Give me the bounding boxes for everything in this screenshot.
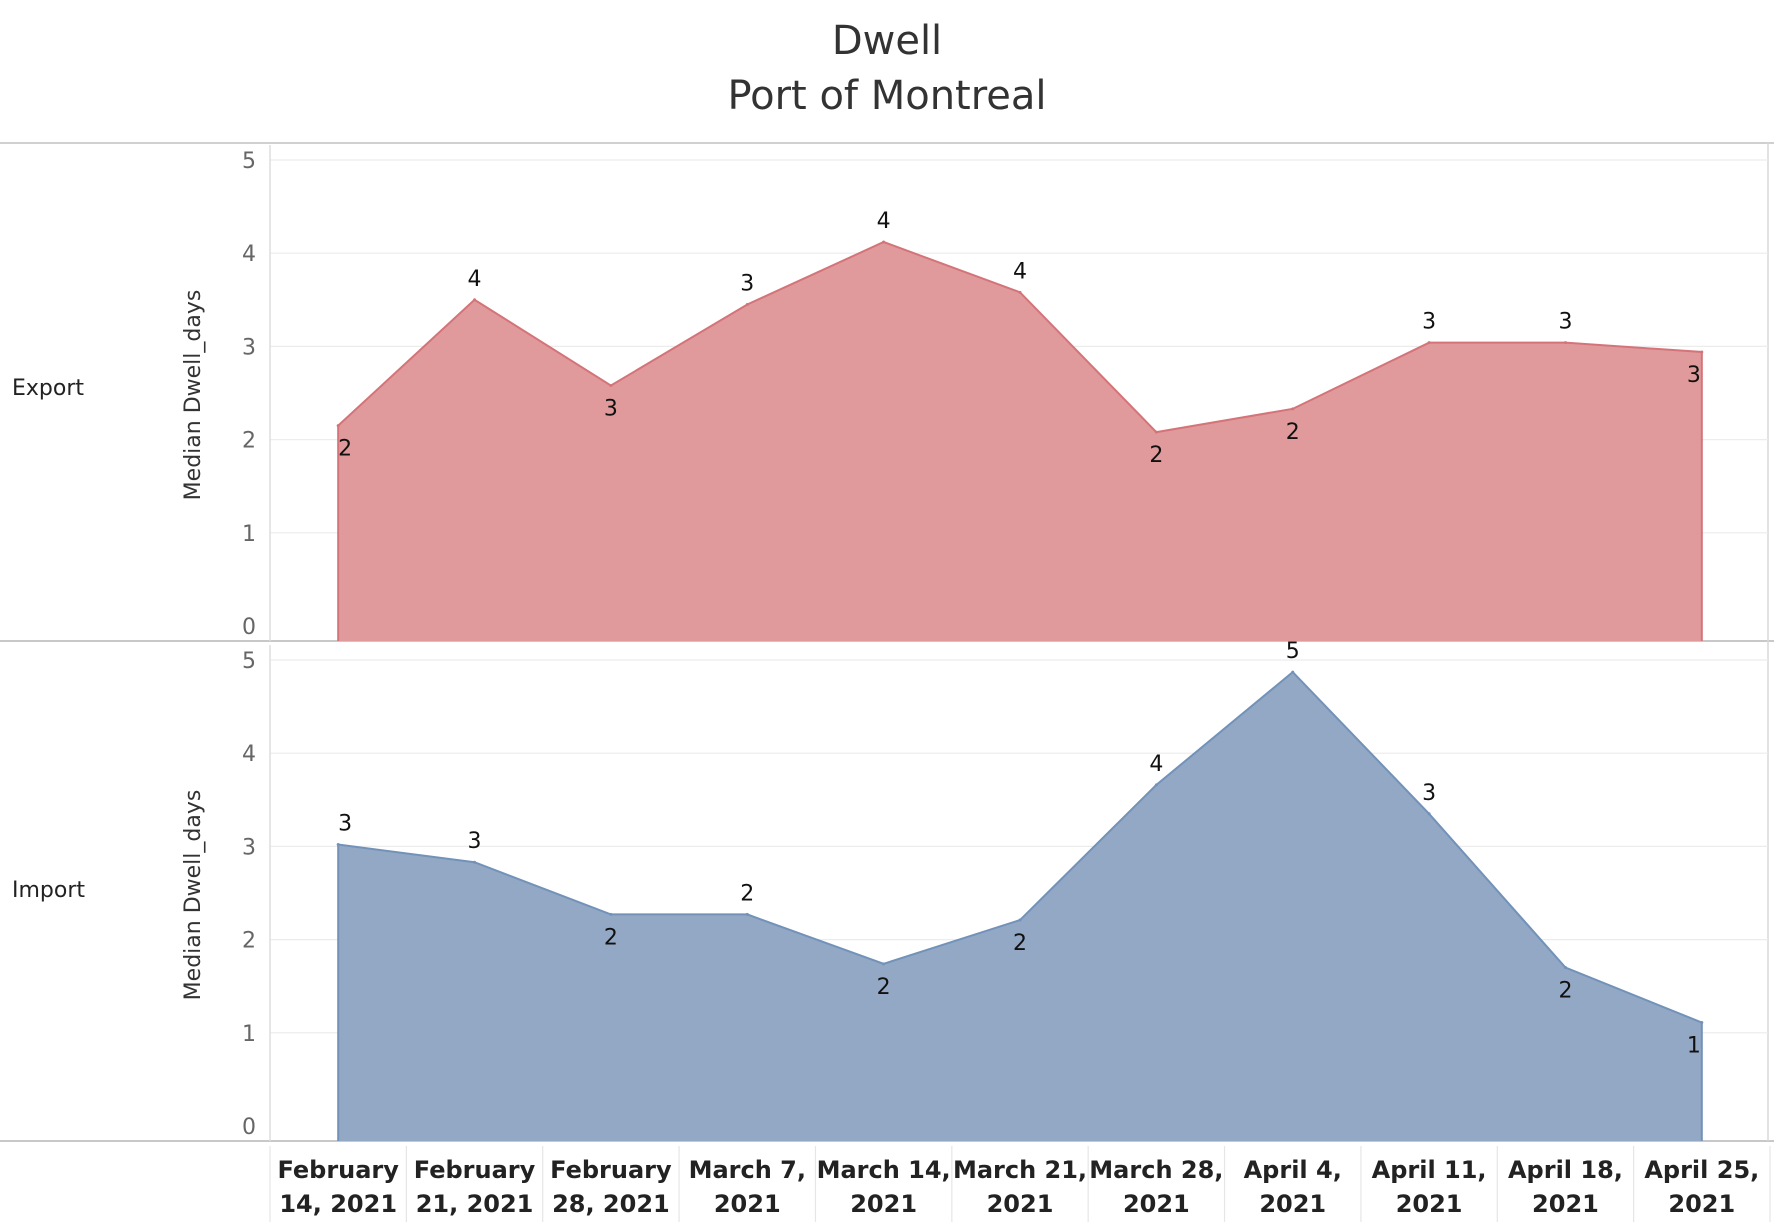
data-label: 2 xyxy=(338,437,352,462)
data-label: 3 xyxy=(468,829,482,854)
data-point xyxy=(1700,1021,1704,1025)
data-label: 4 xyxy=(1013,259,1027,284)
data-point xyxy=(1427,341,1431,345)
data-point xyxy=(745,302,749,306)
y-tick-label: 5 xyxy=(242,649,256,674)
data-point xyxy=(1291,670,1295,674)
y-tick-label: 4 xyxy=(242,242,256,267)
panel-export: 0 1 2 3 4 5 Median Dwell_days Export 2 4 3 3 4 4 2 2 3 3 3 xyxy=(12,145,1768,642)
data-label: 5 xyxy=(1286,639,1300,664)
data-point xyxy=(1563,966,1567,970)
y-tick-label: 2 xyxy=(242,429,256,454)
data-label: 3 xyxy=(740,271,754,296)
data-label: 2 xyxy=(1558,979,1572,1004)
x-tick-label: March 14, xyxy=(817,1156,951,1184)
x-tick-label: 2021 xyxy=(1259,1190,1326,1218)
data-point xyxy=(882,240,886,244)
data-point xyxy=(1700,350,1704,354)
y-tick-label: 3 xyxy=(242,335,256,360)
area-import xyxy=(338,672,1702,1141)
y-tick-label: 1 xyxy=(242,1022,256,1047)
y-axis-title: Median Dwell_days xyxy=(181,790,206,1001)
data-point xyxy=(1291,407,1295,411)
data-point xyxy=(1018,290,1022,294)
data-point xyxy=(1018,918,1022,922)
x-tick-label: April 11, xyxy=(1372,1156,1487,1184)
data-label: 3 xyxy=(1558,310,1572,335)
x-tick-label: 2021 xyxy=(1396,1190,1463,1218)
x-tick-label: February xyxy=(277,1156,399,1184)
y-tick-label: 0 xyxy=(242,615,256,640)
x-tick-label: February xyxy=(550,1156,672,1184)
row-label-import: Import xyxy=(12,878,85,903)
data-point xyxy=(745,912,749,916)
x-tick-label: April 4, xyxy=(1244,1156,1342,1184)
data-point xyxy=(882,962,886,966)
data-point xyxy=(1154,430,1158,434)
panel-import: 0 1 2 3 4 5 Median Dwell_days Import 3 3 2 2 2 2 4 5 3 2 1 xyxy=(12,639,1768,1141)
x-tick-label: March 28, xyxy=(1089,1156,1223,1184)
data-point xyxy=(609,384,613,388)
data-label: 3 xyxy=(1422,781,1436,806)
data-label: 1 xyxy=(1687,1034,1701,1059)
data-label: 4 xyxy=(877,209,891,234)
y-axis-title: Median Dwell_days xyxy=(181,290,206,501)
data-label: 3 xyxy=(604,397,618,422)
data-label: 2 xyxy=(740,881,754,906)
data-label: 2 xyxy=(1149,443,1163,468)
data-point xyxy=(1427,812,1431,816)
data-point xyxy=(1154,783,1158,787)
y-tick-label: 2 xyxy=(242,929,256,954)
data-label: 2 xyxy=(604,925,618,950)
row-label-export: Export xyxy=(12,376,84,401)
x-tick-label: 21, 2021 xyxy=(416,1190,534,1218)
y-tick-label: 4 xyxy=(242,742,256,767)
x-tick-label: 14, 2021 xyxy=(279,1190,397,1218)
area-export xyxy=(338,242,1702,642)
x-tick-label: 28, 2021 xyxy=(552,1190,670,1218)
data-point xyxy=(473,860,477,864)
data-label: 2 xyxy=(1286,420,1300,445)
x-tick-label: 2021 xyxy=(1123,1190,1190,1218)
data-label: 2 xyxy=(1013,931,1027,956)
data-point xyxy=(1563,341,1567,345)
data-label: 3 xyxy=(338,812,352,837)
chart-subtitle: Port of Montreal xyxy=(727,73,1046,119)
data-label: 2 xyxy=(877,975,891,1000)
x-tick-label: April 25, xyxy=(1644,1156,1759,1184)
y-tick-label: 3 xyxy=(242,835,256,860)
x-tick-label: 2021 xyxy=(1532,1190,1599,1218)
x-tick-label: 2021 xyxy=(1668,1190,1735,1218)
x-tick-label: March 7, xyxy=(689,1156,806,1184)
data-point xyxy=(473,298,477,302)
x-tick-label: 2021 xyxy=(850,1190,917,1218)
chart-title: Dwell xyxy=(832,18,942,64)
data-point xyxy=(336,424,340,428)
x-tick-label: 2021 xyxy=(714,1190,781,1218)
y-tick-label: 5 xyxy=(242,149,256,174)
x-tick-label: March 21, xyxy=(953,1156,1087,1184)
data-label: 4 xyxy=(1149,752,1163,777)
data-label: 4 xyxy=(468,267,482,292)
y-tick-label: 1 xyxy=(242,522,256,547)
x-tick-label: April 18, xyxy=(1508,1156,1623,1184)
data-point xyxy=(609,912,613,916)
x-tick-label: 2021 xyxy=(987,1190,1054,1218)
plot-layer: 0 1 2 3 4 5 Median Dwell_days Export 2 4 3 3 4 4 2 2 3 3 3… xyxy=(0,142,1774,1222)
x-tick-label: February xyxy=(414,1156,536,1184)
data-label: 3 xyxy=(1687,363,1701,388)
data-point xyxy=(336,843,340,847)
data-label: 3 xyxy=(1422,310,1436,335)
y-tick-label: 0 xyxy=(242,1115,256,1140)
